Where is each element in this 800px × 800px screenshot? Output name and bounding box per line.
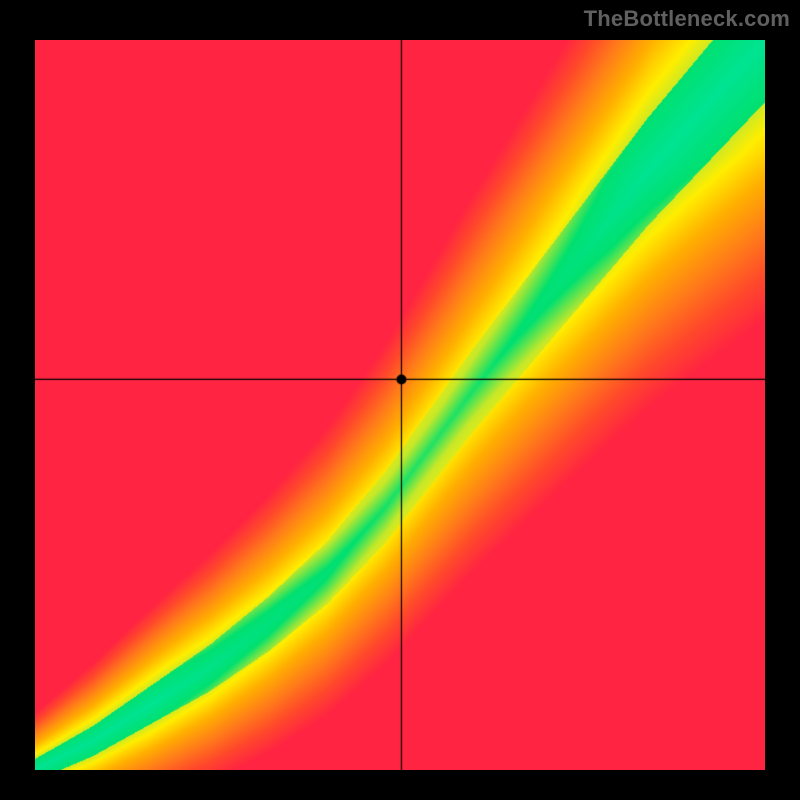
heatmap-canvas [35,40,765,770]
heatmap-plot [35,40,765,770]
watermark-text: TheBottleneck.com [584,6,790,32]
chart-container: TheBottleneck.com [0,0,800,800]
